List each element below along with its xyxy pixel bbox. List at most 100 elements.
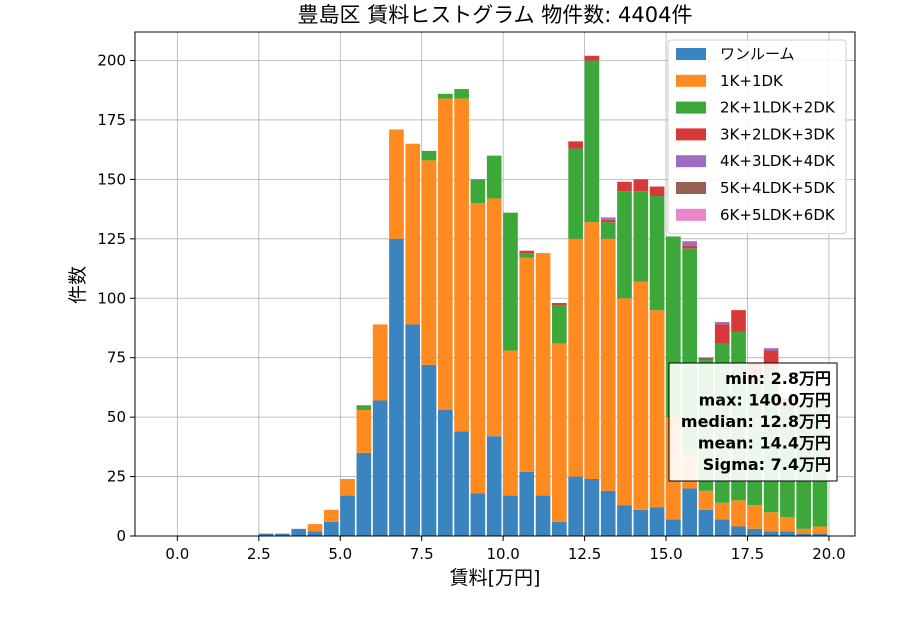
bar-segment — [698, 357, 714, 361]
bar-segment — [486, 198, 502, 437]
bar-segment — [633, 509, 649, 536]
bar-segment — [470, 203, 486, 494]
bar-segment — [437, 410, 453, 536]
bar-segment — [584, 478, 600, 536]
bar-segment — [454, 431, 469, 536]
y-tick-label: 100 — [97, 289, 126, 307]
bar-segment — [519, 257, 535, 472]
bar-segment — [519, 253, 535, 258]
bar-segment — [780, 516, 795, 532]
bar-segment — [552, 303, 567, 306]
x-tick-label: 7.5 — [410, 545, 434, 563]
legend-entry: 1K+1DK — [720, 72, 784, 90]
bar-segment — [731, 310, 746, 332]
bar-segment — [405, 324, 421, 536]
y-tick-label: 200 — [97, 52, 126, 70]
bar-segment — [649, 310, 665, 508]
bar-segment — [389, 129, 404, 239]
bar-segment — [519, 250, 535, 254]
bar-segment — [780, 531, 795, 536]
bar-segment — [666, 519, 681, 536]
bar-segment — [258, 533, 274, 536]
bar-segment — [714, 324, 730, 344]
bar-segment — [389, 238, 404, 536]
bar-segment — [584, 60, 600, 223]
bar-segment — [796, 533, 812, 536]
bar-segment — [421, 160, 437, 365]
bar-segment — [584, 55, 600, 61]
stats-line: max: 140.0万円 — [699, 391, 831, 410]
bar-segment — [617, 181, 632, 192]
bar-segment — [470, 179, 486, 204]
bar-segment — [535, 495, 551, 536]
y-tick-label: 125 — [97, 230, 126, 248]
bar-segment — [600, 222, 616, 239]
chart-title: 豊島区 賃料ヒストグラム 物件数: 4404件 — [298, 3, 693, 27]
legend-entry: 4K+3LDK+4DK — [720, 152, 836, 170]
bar-segment — [812, 526, 828, 534]
bar-segment — [747, 505, 763, 529]
bar-segment — [600, 217, 616, 220]
legend-swatch — [676, 128, 706, 141]
legend-swatch — [676, 48, 706, 60]
legend-swatch — [676, 155, 706, 168]
bar-segment — [731, 526, 746, 536]
bar-segment — [405, 143, 421, 325]
bar-segment — [372, 324, 388, 401]
bar-segment — [470, 493, 486, 536]
bar-segment — [323, 509, 339, 522]
bar-segment — [633, 179, 649, 192]
bar-segment — [714, 322, 730, 325]
bar-segment — [682, 241, 697, 246]
x-tick-label: 15.0 — [649, 545, 682, 563]
bar-segment — [568, 148, 583, 239]
bar-segment — [763, 348, 779, 351]
bar-segment — [617, 298, 632, 506]
bar-segment — [731, 500, 746, 527]
bar-segment — [584, 222, 600, 479]
bar-segment — [356, 452, 372, 536]
legend-swatch — [676, 101, 706, 114]
y-axis-title: 件数 — [67, 266, 89, 304]
legend-entry: 5K+4LDK+5DK — [720, 179, 836, 197]
stats-line: min: 2.8万円 — [725, 369, 831, 388]
y-tick-label: 0 — [116, 527, 126, 545]
legend-box — [667, 39, 847, 235]
bar-segment — [421, 150, 437, 161]
bar-segment — [356, 410, 372, 453]
bar-segment — [812, 533, 828, 536]
bar-segment — [698, 509, 714, 536]
legend-entry: 2K+1LDK+2DK — [720, 99, 836, 117]
bar-segment — [437, 93, 453, 99]
bar-segment — [649, 507, 665, 536]
bar-segment — [535, 253, 551, 496]
bar-segment — [503, 350, 518, 496]
bar-segment — [486, 155, 502, 199]
bar-segment — [698, 490, 714, 510]
y-tick-label: 25 — [107, 468, 126, 486]
stats-line: Sigma: 7.4万円 — [703, 455, 831, 474]
bar-segment — [600, 490, 616, 536]
x-tick-label: 20.0 — [812, 545, 845, 563]
legend-swatch — [676, 182, 706, 194]
bar-segment — [307, 524, 323, 532]
bar-segment — [649, 186, 665, 197]
legend-entry: 6K+5LDK+6DK — [720, 206, 836, 224]
bar-segment — [421, 364, 437, 536]
bar-segment — [307, 531, 323, 536]
legend-swatch — [676, 74, 706, 87]
bar-segment — [519, 471, 535, 536]
stats-box: min: 2.8万円 max: 140.0万円 median: 12.8万円 mean… — [668, 362, 838, 482]
plot-frame — [134, 31, 856, 537]
y-tick-label: 150 — [97, 170, 126, 188]
x-tick-label: 2.5 — [247, 545, 271, 563]
bar-segment — [291, 528, 307, 536]
bar-segment — [275, 533, 290, 536]
bar-segment — [372, 400, 388, 536]
stats-line: mean: 14.4万円 — [698, 434, 831, 453]
y-tick-label: 75 — [107, 349, 126, 367]
x-tick-label: 10.0 — [486, 545, 519, 563]
bar-segment — [747, 528, 763, 536]
